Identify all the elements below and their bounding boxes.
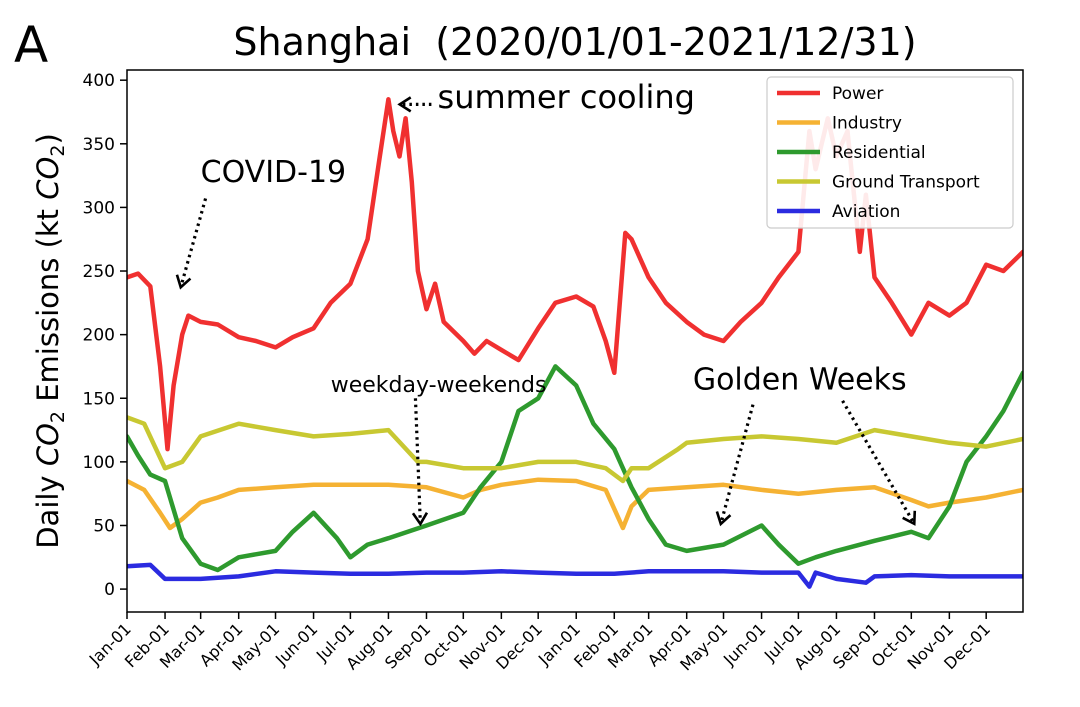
legend-label: Industry (832, 114, 902, 134)
y-tick-label: 0 (104, 580, 115, 600)
legend-label: Aviation (832, 202, 900, 222)
y-label-part: Daily (31, 466, 65, 549)
annotation-arrow (175, 198, 208, 290)
chart-title: Shanghai (2020/01/01-2021/12/31) (233, 20, 916, 64)
annotation-arrow (841, 399, 917, 526)
annotation-arrow (411, 398, 429, 527)
panel-label: A (14, 16, 48, 74)
y-tick-label: 50 (93, 516, 115, 536)
y-tick-label: 100 (83, 453, 115, 473)
annotation-text: COVID-19 (201, 155, 347, 190)
y-axis-label: Daily CO2 Emissions (kt CO2) (31, 133, 69, 549)
series-line-ground-transport (127, 415, 1023, 484)
y-axis: 0 50 100 150 200 250 300 350 400 (83, 71, 127, 600)
y-label-part: CO (31, 157, 65, 200)
x-tick-label: Jun-01 (271, 619, 321, 669)
plot-frame (126, 69, 1024, 613)
series-line-residential (127, 364, 1023, 573)
y-label-part: ) (31, 133, 65, 144)
y-label-part: 2 (47, 145, 69, 157)
series-line-aviation (127, 562, 1023, 589)
legend: Power Industry Residential Ground Transport… (766, 76, 1014, 229)
y-tick-label: 350 (83, 135, 115, 155)
legend-label: Residential (832, 143, 926, 163)
annotation-arrow (715, 404, 755, 527)
annotation-text: Golden Weeks (693, 362, 907, 397)
y-tick-label: 200 (83, 326, 115, 346)
annotation-text: weekday-weekends (331, 373, 547, 398)
y-label-part: CO (31, 423, 65, 466)
legend-label: Power (832, 84, 883, 104)
annotations: summer cooling COVID-19 weekday-weekends Go… (175, 78, 917, 527)
y-tick-label: 400 (83, 71, 115, 91)
y-tick-label: 250 (83, 262, 115, 282)
y-label-part: 2 (47, 411, 69, 423)
legend-label: Ground Transport (832, 173, 980, 193)
y-tick-label: 150 (83, 389, 115, 409)
legend-box (766, 76, 1014, 229)
x-tick-label: Jun-01 (719, 619, 769, 669)
y-tick-label: 300 (83, 198, 115, 218)
y-label-part: Emissions (kt (31, 200, 65, 411)
annotation-text: summer cooling (438, 78, 695, 116)
series-line-industry (127, 477, 1023, 531)
legend-entries: Power Industry Residential Ground Transport… (777, 84, 980, 222)
x-axis: Jan-01Feb-01Mar-01Apr-01May-01Jun-01Jul-… (85, 612, 994, 675)
